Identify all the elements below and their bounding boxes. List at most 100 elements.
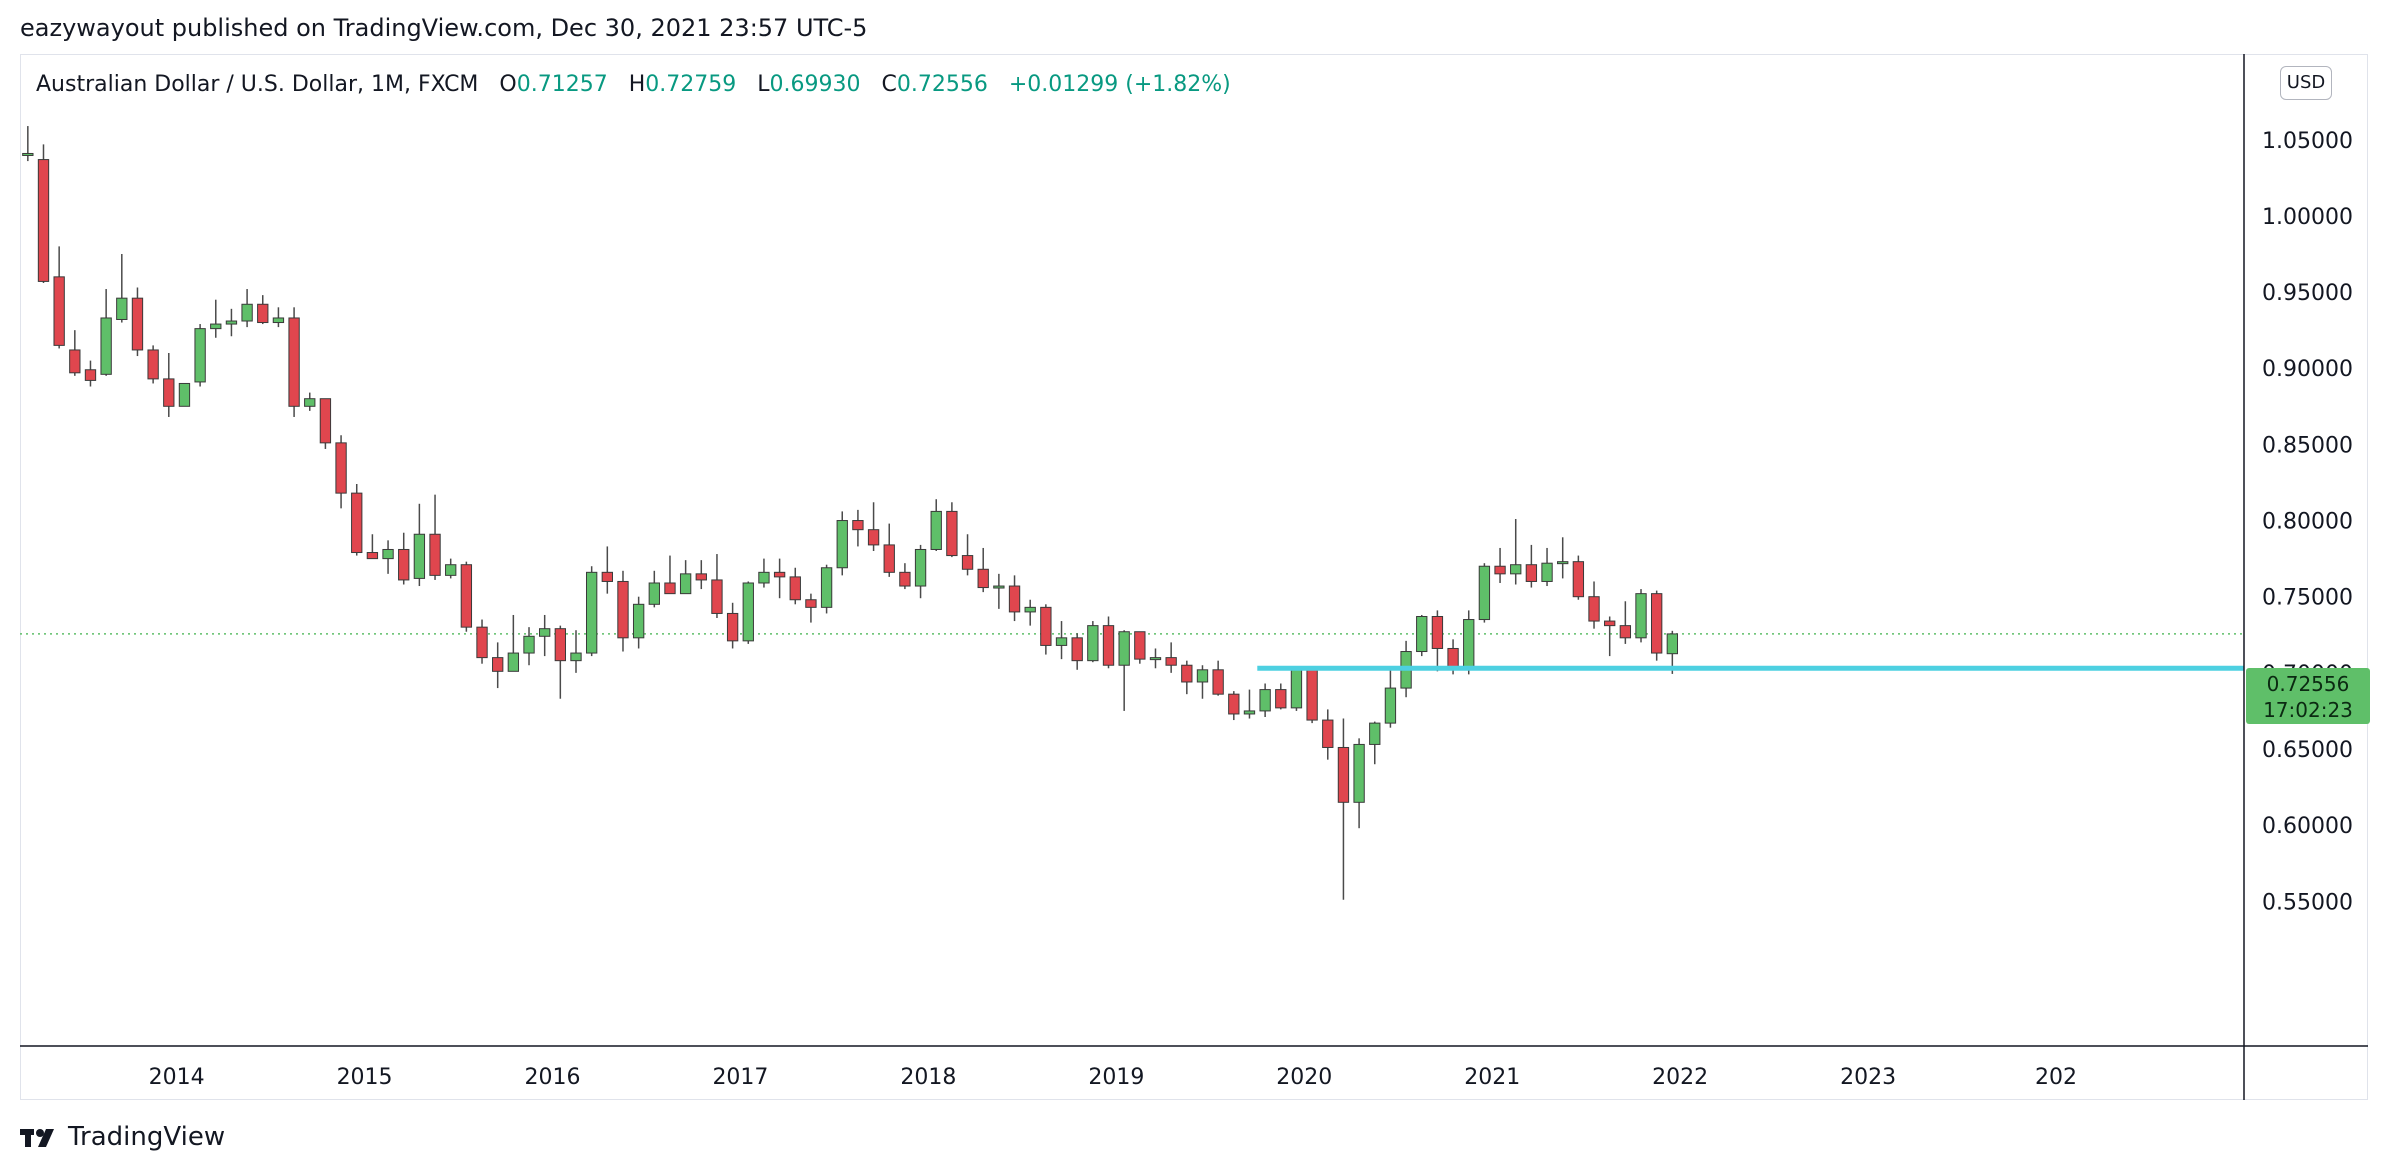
candle	[1369, 721, 1381, 765]
candle-body	[1306, 669, 1318, 721]
candle-body	[773, 571, 786, 578]
candle	[1024, 599, 1036, 626]
price-tick-label: 0.60000	[2262, 814, 2353, 839]
chart-frame	[20, 54, 2368, 1100]
candle	[977, 547, 989, 593]
candle	[1635, 589, 1647, 643]
candle-body	[366, 552, 379, 560]
candle-body	[899, 571, 911, 587]
candle	[523, 627, 535, 666]
candle-body	[993, 585, 1005, 589]
close-value: 0.72556	[896, 72, 988, 97]
time-tick-label: 2021	[1464, 1065, 1520, 1090]
candle-body	[1572, 561, 1585, 598]
candle	[163, 353, 175, 417]
candle-body	[1008, 585, 1021, 613]
candle	[304, 392, 316, 411]
price-tick-label: 0.55000	[2262, 890, 2353, 915]
candle-body	[1494, 565, 1506, 575]
candle	[742, 581, 754, 644]
candle-body	[241, 303, 253, 322]
candle	[899, 563, 911, 590]
currency-button[interactable]: USD	[2280, 66, 2332, 100]
candle-body	[1666, 633, 1679, 655]
last-price-tag: 0.72556 17:02:23	[2246, 668, 2370, 724]
candle	[131, 287, 144, 357]
candle	[601, 546, 613, 594]
candle	[789, 567, 801, 605]
candle	[319, 398, 332, 449]
candle-body	[1541, 562, 1553, 582]
candle	[1259, 683, 1271, 718]
candle	[460, 561, 473, 632]
candle-body	[1149, 657, 1162, 661]
candle	[1353, 738, 1365, 829]
candle-body	[445, 564, 457, 576]
candle	[554, 625, 567, 699]
candle-body	[492, 657, 504, 672]
tradingview-logo-icon	[20, 1126, 60, 1148]
candle-body	[1588, 596, 1600, 622]
candle-body	[617, 580, 629, 639]
candle	[1087, 621, 1099, 663]
candle-body	[1259, 689, 1271, 712]
candle	[1055, 621, 1068, 660]
candle-body	[476, 626, 488, 659]
candle	[288, 307, 300, 417]
time-tick-label: 2014	[149, 1065, 205, 1090]
high-label: H	[628, 72, 646, 97]
candle-body	[1416, 615, 1428, 653]
open-value: 0.71257	[516, 72, 608, 97]
candle-body	[131, 297, 144, 351]
candle-body	[272, 317, 285, 324]
candle	[1510, 519, 1522, 585]
time-tick-label: 2019	[1088, 1065, 1144, 1090]
last-price-value: 0.72556	[2266, 672, 2350, 696]
candle-body	[601, 571, 613, 582]
candle-body	[789, 576, 801, 601]
candle-body	[946, 510, 958, 557]
candle-body	[1478, 565, 1491, 621]
candle	[820, 564, 833, 614]
candle-body	[382, 548, 394, 560]
candle	[1416, 614, 1428, 657]
candle-body	[1275, 689, 1287, 709]
candle	[664, 555, 676, 595]
price-tick-label: 0.65000	[2262, 738, 2353, 763]
price-tick-label: 0.85000	[2262, 433, 2353, 458]
candle	[1118, 630, 1130, 711]
candle-body	[69, 349, 81, 374]
candle	[1541, 547, 1553, 587]
candle-body	[1557, 561, 1569, 565]
candle-body	[257, 303, 269, 324]
candle-body	[664, 582, 676, 595]
candle	[1196, 665, 1209, 699]
candle-body	[413, 533, 426, 579]
candle-body	[1134, 631, 1146, 660]
candle-body	[429, 533, 441, 576]
candle	[852, 509, 864, 547]
time-tick-label: 2020	[1276, 1065, 1332, 1090]
candle-body	[1619, 625, 1632, 639]
candle-body	[1290, 669, 1303, 709]
candle	[632, 596, 645, 649]
candle	[382, 540, 394, 574]
candle	[1165, 642, 1177, 673]
candle-body	[836, 520, 848, 569]
low-value: 0.69930	[769, 72, 861, 97]
time-tick-label: 2022	[1652, 1065, 1708, 1090]
candle	[492, 642, 504, 689]
candle-body	[319, 398, 332, 444]
candle	[930, 499, 942, 551]
candle-body	[1102, 625, 1115, 666]
candle	[836, 511, 848, 576]
candle-body	[116, 297, 128, 320]
candle	[1337, 718, 1350, 900]
candle-body	[1431, 615, 1444, 649]
tradingview-brand[interactable]: TradingView	[20, 1122, 225, 1152]
candle	[178, 382, 191, 407]
bar-countdown: 17:02:23	[2263, 698, 2353, 722]
candle-body	[1369, 722, 1381, 745]
candle-body	[758, 571, 770, 584]
